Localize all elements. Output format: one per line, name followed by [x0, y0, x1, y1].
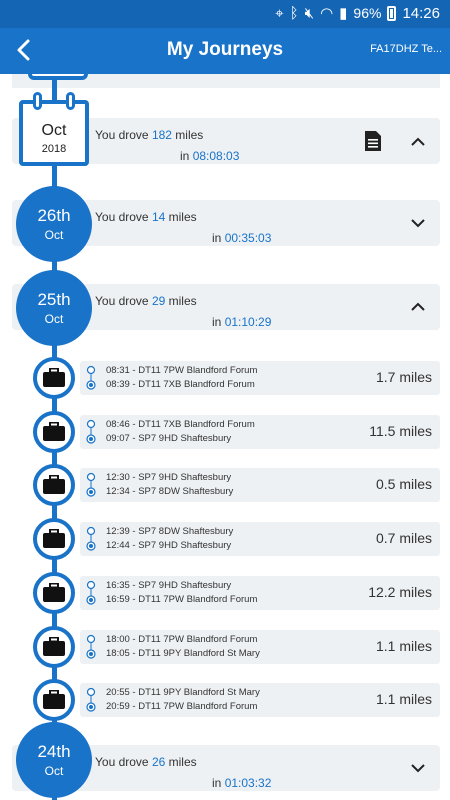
mute-icon: 🔇︎	[304, 4, 315, 22]
trip-row[interactable]: 08:31 - DT11 7PW Blandford Forum 08:39 - …	[80, 361, 440, 395]
trip-end: 16:59 - DT11 7PW Blandford Forum	[106, 594, 258, 605]
trip-end: 20:59 - DT11 7PW Blandford Forum	[106, 701, 258, 712]
month-duration: in 08:08:03	[180, 149, 240, 163]
business-trip-marker	[33, 679, 75, 721]
trip-end: 12:34 - SP7 8DW Shaftesbury	[106, 486, 234, 497]
back-arrow-icon[interactable]	[10, 34, 38, 66]
trip-end: 12:44 - SP7 9HD Shaftesbury	[106, 540, 232, 551]
trip-start: 08:46 - DT11 7XB Blandford Forum	[106, 419, 255, 430]
clock: 14:26	[402, 4, 440, 22]
trip-start: 12:39 - SP7 8DW Shaftesbury	[106, 526, 234, 537]
signal-icon: ▮	[339, 5, 348, 22]
route-pins-icon	[86, 365, 96, 390]
route-pins-icon	[86, 472, 96, 497]
trip-end: 08:39 - DT11 7XB Blandford Forum	[106, 379, 255, 390]
day-duration: in 00:35:03	[212, 231, 272, 245]
wifi-icon: ◠	[320, 5, 334, 22]
business-trip-marker	[33, 572, 75, 614]
trip-distance: 12.2 miles	[368, 584, 432, 600]
location-icon: ⌖	[275, 4, 284, 22]
bluetooth-icon: ᛒ	[289, 4, 299, 22]
collapse-chevron-icon[interactable]	[408, 297, 428, 317]
route-pins-icon	[86, 419, 96, 444]
trip-distance: 0.7 miles	[375, 530, 432, 546]
briefcase-icon	[43, 583, 65, 602]
day-duration: in 01:03:32	[212, 776, 272, 790]
day-duration: in 01:10:29	[212, 315, 272, 329]
trip-distance: 1.1 miles	[375, 691, 432, 707]
trip-row[interactable]: 16:35 - SP7 9HD Shaftesbury 16:59 - DT11 …	[80, 576, 440, 610]
battery-percent: 96%	[353, 5, 382, 21]
trip-distance: 1.1 miles	[375, 638, 432, 654]
month-calendar-marker: Oct 2018	[19, 92, 89, 166]
day-distance: You drove 26 miles	[95, 755, 197, 769]
collapse-chevron-icon[interactable]	[408, 132, 428, 152]
calendar-year: 2018	[41, 143, 67, 155]
vehicle-selector[interactable]: FA17DHZ Te...	[370, 43, 442, 55]
day-distance: You drove 29 miles	[95, 294, 197, 308]
briefcase-icon	[43, 637, 65, 656]
calendar-ring	[66, 92, 75, 110]
business-trip-marker	[33, 357, 75, 399]
trip-start: 16:35 - SP7 9HD Shaftesbury	[106, 580, 232, 591]
route-pins-icon	[86, 580, 96, 605]
trip-start: 20:55 - DT11 9PY Blandford St Mary	[106, 687, 260, 698]
expand-chevron-icon[interactable]	[408, 758, 428, 778]
briefcase-icon	[43, 529, 65, 548]
business-trip-marker	[33, 626, 75, 668]
route-pins-icon	[86, 526, 96, 551]
day-badge: 26th Oct	[16, 186, 92, 262]
trip-start: 12:30 - SP7 9HD Shaftesbury	[106, 472, 232, 483]
trip-row[interactable]: 08:46 - DT11 7XB Blandford Forum 09:07 - …	[80, 415, 440, 449]
expand-chevron-icon[interactable]	[408, 213, 428, 233]
briefcase-icon	[43, 368, 65, 387]
trip-start: 18:00 - DT11 7PW Blandford Forum	[106, 634, 258, 645]
calendar-ring	[33, 92, 42, 110]
day-distance: You drove 14 miles	[95, 210, 197, 224]
trip-distance: 11.5 miles	[369, 423, 432, 439]
report-document-icon[interactable]	[364, 130, 382, 152]
status-bar: ⌖ ᛒ 🔇︎ ◠ ▮ 96% 14:26	[0, 0, 450, 28]
day-badge: 24th Oct	[16, 722, 92, 798]
briefcase-icon	[43, 690, 65, 709]
page-title: My Journeys	[166, 39, 284, 60]
trip-end: 18:05 - DT11 9PY Blandford St Mary	[106, 648, 260, 659]
business-trip-marker	[33, 464, 75, 506]
previous-calendar-remnant	[28, 74, 88, 80]
briefcase-icon	[43, 475, 65, 494]
calendar-month: Oct	[41, 122, 67, 139]
trip-end: 09:07 - SP7 9HD Shaftesbury	[106, 433, 232, 444]
trip-row[interactable]: 12:39 - SP7 8DW Shaftesbury 12:44 - SP7 9…	[80, 522, 440, 556]
battery-icon	[387, 5, 397, 21]
trip-distance: 1.7 miles	[375, 369, 432, 385]
business-trip-marker	[33, 518, 75, 560]
app-bar: My Journeys FA17DHZ Te...	[0, 28, 450, 74]
day-badge: 25th Oct	[16, 270, 92, 346]
trip-start: 08:31 - DT11 7PW Blandford Forum	[106, 365, 258, 376]
trip-row[interactable]: 20:55 - DT11 9PY Blandford St Mary 20:59 …	[80, 683, 440, 717]
trip-distance: 0.5 miles	[375, 476, 432, 492]
trip-row[interactable]: 12:30 - SP7 9HD Shaftesbury 12:34 - SP7 8…	[80, 468, 440, 502]
route-pins-icon	[86, 634, 96, 659]
trip-row[interactable]: 18:00 - DT11 7PW Blandford Forum 18:05 - …	[80, 630, 440, 664]
month-distance: You drove 182 miles	[95, 128, 204, 142]
route-pins-icon	[86, 687, 96, 712]
briefcase-icon	[43, 422, 65, 441]
previous-card-remnant	[12, 74, 440, 88]
business-trip-marker	[33, 411, 75, 453]
